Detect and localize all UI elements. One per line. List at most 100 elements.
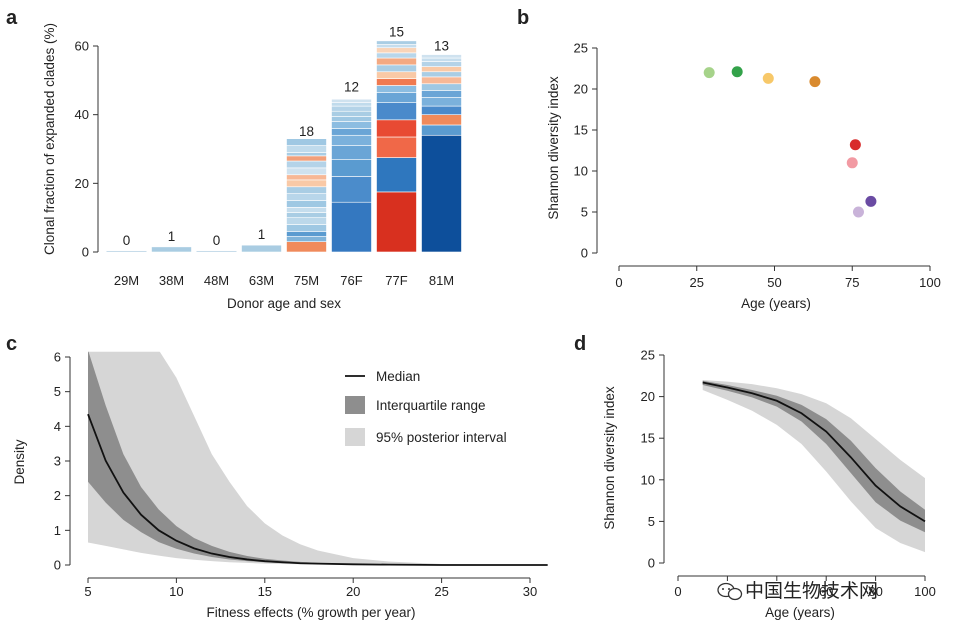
bar-segment [376,52,417,59]
bar-segment [421,97,462,107]
y-tick-label: 5 [581,205,588,220]
bar-segment [376,47,417,54]
y-tick-label: 15 [574,123,588,138]
x-category-label: 63M [249,273,274,288]
bar-segment [376,92,417,103]
bar-segment [241,244,282,253]
y-tick-label: 40 [75,107,89,122]
x-tick-label: 100 [914,584,936,599]
y-axis-label: Clonal fraction of expanded clades (%) [42,23,57,255]
bar-segment [421,83,462,91]
bar-segment [331,105,372,112]
y-tick-label: 20 [75,176,89,191]
y-tick-label: 60 [75,39,89,54]
bar-segment [421,114,462,126]
x-tick-label: 20 [346,584,360,599]
clade-count-label: 12 [344,80,359,95]
bar-segment [286,138,327,146]
bar-segment [286,186,327,194]
legend-median-label: Median [376,369,420,384]
bar-segment [421,90,462,98]
bar-segment [286,174,327,181]
y-tick-label: 15 [641,431,655,446]
y-tick-label: 25 [574,41,588,56]
panel-letter-b: b [517,7,529,29]
legend-95-label: 95% posterior interval [376,430,507,445]
clade-count-label: 0 [213,233,221,248]
clade-count-label: 18 [299,124,314,139]
x-tick-label: 60 [819,584,833,599]
panel-letter-a: a [6,7,18,29]
bar-segment [376,157,417,193]
posterior-95-band [702,379,925,553]
bar-segment [421,124,462,136]
legend-iqr-label: Interquartile range [376,398,486,413]
bar-segment [376,71,417,79]
y-axis-label: Shannon diversity index [546,76,561,220]
y-tick-label: 20 [574,82,588,97]
x-category-label: 77F [385,273,407,288]
x-axis-label: Age (years) [741,296,811,311]
x-tick-label: 80 [868,584,882,599]
bar-segment [331,128,372,136]
bar-segment [331,102,372,107]
y-tick-label: 20 [641,389,655,404]
bar-segment [376,78,417,86]
bar-segment [286,200,327,208]
y-tick-label: 0 [82,245,89,260]
clade-count-label: 13 [434,38,449,53]
bar-segment [286,231,327,237]
y-tick-label: 0 [581,246,588,261]
interquartile-band [702,380,925,533]
legend-iqr-swatch [345,396,365,414]
bar-segment [331,176,372,203]
bar-segment [421,105,462,115]
y-tick-label: 1 [54,523,61,538]
bar-segment [286,152,327,157]
panel-b-chart: 0 5 10 15 20 25 0 25 50 75 100 Age (years) Shannon d… [546,41,941,312]
scatter-point [852,206,864,218]
x-category-label: 75M [294,273,319,288]
y-tick-label: 10 [641,472,655,487]
y-tick-label: 10 [574,164,588,179]
bar-segment [331,159,372,177]
bar-segment [286,155,327,162]
x-tick-label: 25 [690,275,704,290]
x-tick-label: 100 [919,275,941,290]
clade-count-label: 0 [123,233,131,248]
y-tick-label: 4 [54,419,61,434]
bar-segment [421,66,462,73]
plot-area [87,351,548,566]
bar-segment [286,212,327,218]
bar-segment [331,116,372,122]
bar-segment [376,40,417,45]
bar-segment [376,64,417,73]
clade-count-label: 1 [168,229,176,244]
panel-c-chart: 0 1 2 3 4 5 6 5 10 15 20 25 30 Fitness effects (% gro… [12,350,548,620]
median-line [702,381,926,523]
x-category-label: 48M [204,273,229,288]
y-tick-label: 5 [54,384,61,399]
y-tick-label: 5 [648,514,655,529]
watermark-text: 中国生物技术网 [745,580,878,602]
bar-segment [376,136,417,158]
posterior-95-band [88,351,548,565]
bar-segment [421,54,462,59]
clade-count-label: 15 [389,25,404,40]
bar-segment [331,145,372,160]
y-tick-label: 6 [54,350,61,365]
x-category-label: 38M [159,273,184,288]
x-axis-label: Age (years) [765,605,835,620]
panel-letter-d: d [574,333,586,355]
x-tick-label: 25 [434,584,448,599]
bar-segment [286,236,327,243]
bar-segment [286,224,327,232]
bar-segment [376,119,417,138]
median-line [87,413,548,566]
bar-segment [421,71,462,78]
bar-segment [376,43,417,49]
scatter-point [762,72,774,84]
bar-segment [421,76,462,85]
bar [106,250,147,252]
